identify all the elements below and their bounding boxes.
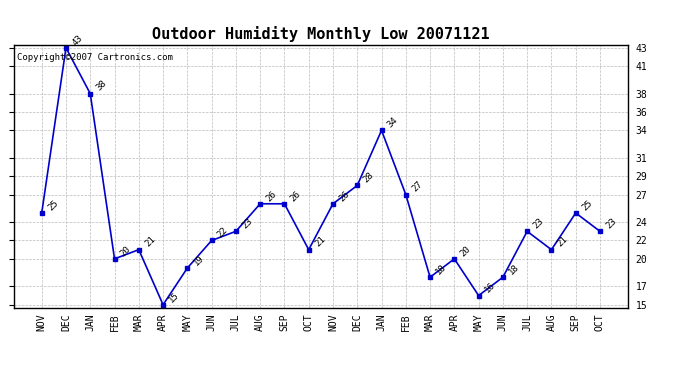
Text: 27: 27: [410, 180, 424, 194]
Text: 23: 23: [531, 217, 545, 231]
Text: 18: 18: [507, 262, 521, 276]
Text: 23: 23: [604, 217, 618, 231]
Text: 23: 23: [240, 217, 254, 231]
Title: Outdoor Humidity Monthly Low 20071121: Outdoor Humidity Monthly Low 20071121: [152, 27, 490, 42]
Text: 25: 25: [580, 198, 594, 212]
Text: 43: 43: [70, 33, 84, 47]
Text: 20: 20: [119, 244, 132, 258]
Text: 26: 26: [337, 189, 351, 203]
Text: 26: 26: [288, 189, 303, 203]
Text: 34: 34: [386, 116, 400, 130]
Text: 18: 18: [434, 262, 448, 276]
Text: 21: 21: [555, 235, 569, 249]
Text: 28: 28: [362, 171, 375, 184]
Text: Copyright©2007 Cartronics.com: Copyright©2007 Cartronics.com: [17, 53, 172, 62]
Text: 26: 26: [264, 189, 278, 203]
Text: 38: 38: [95, 79, 108, 93]
Text: 19: 19: [192, 253, 206, 267]
Text: 21: 21: [313, 235, 327, 249]
Text: 15: 15: [167, 290, 181, 304]
Text: 21: 21: [143, 235, 157, 249]
Text: 16: 16: [483, 281, 497, 295]
Text: 25: 25: [46, 198, 60, 212]
Text: 20: 20: [459, 244, 473, 258]
Text: 22: 22: [216, 226, 230, 240]
